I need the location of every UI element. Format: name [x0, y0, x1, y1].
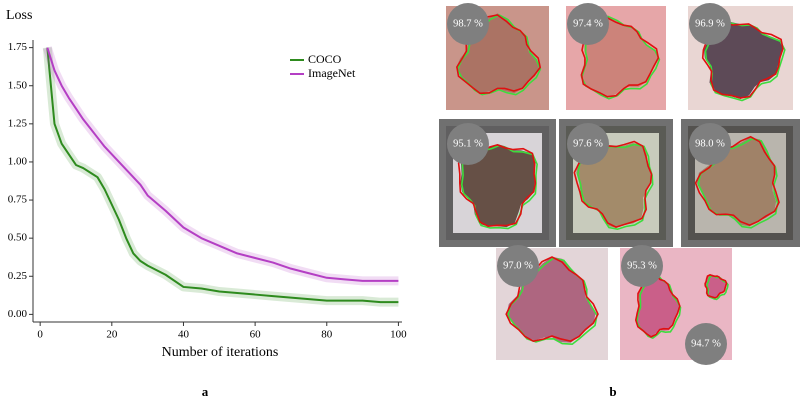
legend-label: ImageNet [308, 66, 356, 80]
y-tick-label: 1.00 [8, 155, 28, 167]
prediction-outline [701, 21, 784, 99]
prediction-outline [704, 274, 728, 299]
vignette [681, 119, 800, 247]
vignette [559, 119, 673, 247]
lesion [460, 144, 536, 228]
x-tick-label: 60 [250, 329, 262, 341]
score-badge [567, 123, 609, 165]
lesion-image: 97.4 % [566, 3, 666, 110]
x-tick-label: 0 [37, 329, 43, 341]
score-label: 98.0 % [695, 138, 725, 149]
score-label: 95.1 % [453, 138, 483, 149]
ground-truth-outline [697, 138, 779, 229]
lesion-image: 97.6 % [559, 119, 673, 247]
score-badge [685, 323, 727, 365]
x-axis-label: Number of iterations [162, 345, 279, 360]
score-label: 94.7 % [691, 338, 721, 349]
score-label: 96.9 % [695, 18, 725, 29]
prediction-outline [634, 271, 681, 338]
score-badge [447, 123, 489, 165]
lesion-image: 95.1 % [439, 119, 556, 247]
score-label: 97.0 % [503, 260, 533, 271]
prediction-outline [573, 140, 653, 228]
y-tick-label: 0.00 [8, 308, 28, 320]
y-tick-label: 0.50 [8, 232, 28, 244]
line [46, 47, 399, 304]
x-tick-label: 100 [390, 329, 407, 341]
line [46, 47, 399, 282]
prediction-outline [694, 135, 780, 226]
score-label: 98.7 % [453, 18, 483, 29]
score-badge [621, 245, 663, 287]
y-tick-label: 0.25 [8, 270, 28, 282]
prediction-outline [456, 14, 542, 95]
score-badge [447, 3, 489, 45]
y-tick-label: 1.50 [8, 79, 28, 91]
score-badge [689, 3, 731, 45]
x-tick-label: 80 [321, 329, 333, 341]
prediction-outline [457, 144, 537, 228]
score-badge [567, 3, 609, 45]
confidence-band [43, 46, 399, 286]
y-tick-label: 0.75 [8, 194, 28, 206]
y-tick-label: 1.75 [8, 41, 28, 53]
panel-label: b [609, 384, 616, 399]
panel-label: a [202, 384, 209, 399]
lesion [576, 143, 652, 228]
score-label: 97.6 % [573, 138, 603, 149]
x-tick-label: 40 [178, 329, 190, 341]
vignette [439, 119, 556, 247]
lesion [635, 271, 679, 337]
ground-truth-outline [576, 143, 654, 231]
score-label: 95.3 % [627, 260, 657, 271]
lesion-image: 96.9 % [688, 3, 793, 110]
score-badge [497, 245, 539, 287]
score-label: 97.4 % [573, 18, 603, 29]
lesion-image: 98.7 % [446, 3, 549, 110]
lesion-image: 97.0 % [496, 245, 608, 360]
legend-label: COCO [308, 52, 342, 66]
y-tick-label: 1.25 [8, 117, 28, 129]
score-badge [689, 123, 731, 165]
lesion-image: 95.3 % 94.7 % [620, 245, 732, 365]
x-tick-label: 20 [106, 329, 118, 341]
prediction-outline [505, 256, 599, 343]
confidence-band [42, 47, 399, 307]
y-axis-label: Loss [6, 8, 32, 23]
prediction-outline [580, 16, 660, 98]
lesion-image: 98.0 % [681, 119, 800, 247]
